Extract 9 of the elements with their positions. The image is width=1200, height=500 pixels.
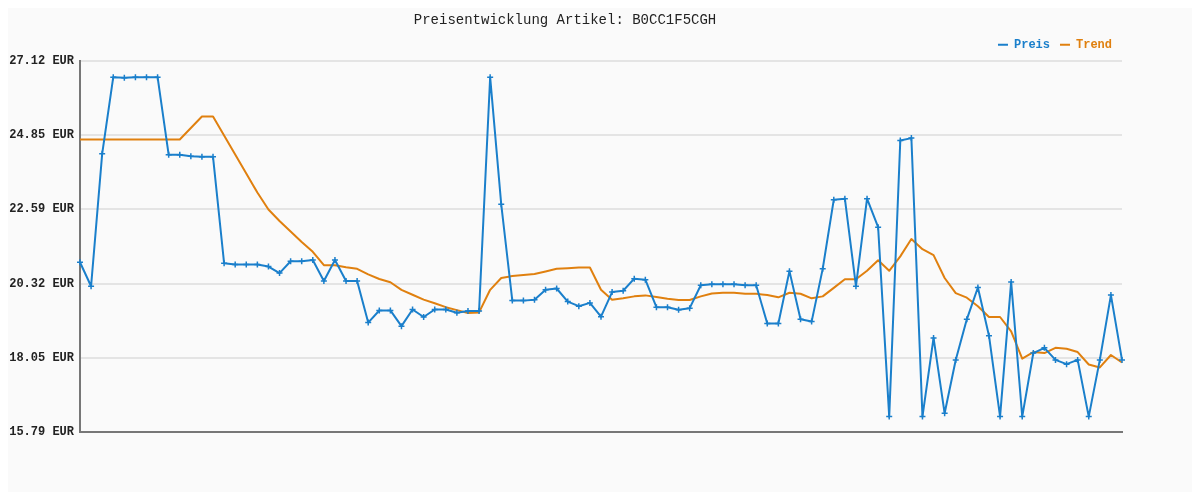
chart-title: Preisentwicklung Artikel: B0CC1F5CGH xyxy=(413,12,717,29)
legend-label: Preis xyxy=(1013,37,1050,52)
y-tick-label: 18.05 EUR xyxy=(9,350,75,365)
y-tick-label: 15.79 EUR xyxy=(9,425,75,440)
y-tick-label: 20.32 EUR xyxy=(9,276,75,291)
y-tick-label: 22.59 EUR xyxy=(9,202,75,217)
y-tick-label: 27.12 EUR xyxy=(9,53,75,68)
y-tick-label: 24.85 EUR xyxy=(9,128,75,143)
legend-label: Trend xyxy=(1075,37,1113,52)
